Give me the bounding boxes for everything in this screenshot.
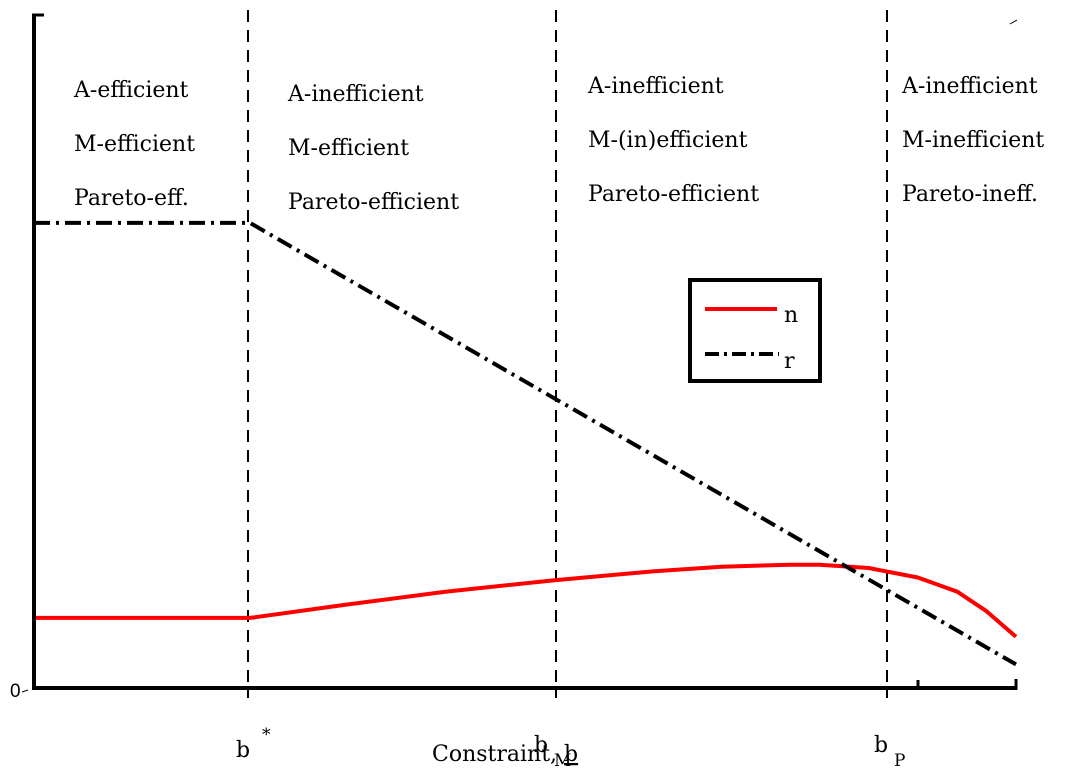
x-tick-label-1: b	[236, 738, 250, 763]
x-tick-label-2-sub: M	[554, 751, 571, 771]
series-r-line	[34, 220, 1017, 667]
region-labels: A-efficient M-efficient Pareto-eff. A-ineff…	[73, 74, 1044, 215]
x-tick-label-1-sup: *	[262, 725, 271, 745]
series-layer	[34, 220, 1018, 667]
corner-mark	[1009, 19, 1018, 25]
region-4-label-2: M-inefficient	[902, 128, 1044, 153]
region-2-label-1: A-inefficient	[287, 82, 424, 107]
region-4-label-1: A-inefficient	[901, 74, 1038, 99]
x-tick-label-3: b	[874, 733, 888, 758]
x-axis-label: Constraint, b	[432, 742, 578, 767]
region-divider-lines	[247, 10, 888, 698]
region-1-label-1: A-efficient	[73, 78, 189, 103]
region-1-label-3: Pareto-eff.	[74, 186, 189, 211]
legend: n r	[688, 278, 822, 383]
region-3-label-2: M-(in)efficient	[588, 128, 748, 153]
legend-label-r: r	[784, 349, 795, 374]
region-3-label-1: A-inefficient	[587, 74, 724, 99]
axes: 0	[10, 13, 1018, 702]
legend-label-n: n	[784, 303, 798, 328]
region-2-label-3: Pareto-efficient	[288, 190, 459, 215]
legend-box	[688, 278, 822, 383]
x-tick-label-3-sub: P	[894, 751, 905, 771]
x-tick-label-2: b	[534, 733, 548, 758]
region-4-label-3: Pareto-ineff.	[902, 182, 1038, 207]
origin-mark	[21, 689, 29, 693]
series-n-line	[34, 562, 1018, 639]
region-1-label-2: M-efficient	[74, 132, 195, 157]
region-3-label-3: Pareto-efficient	[588, 182, 759, 207]
y-origin-label: 0	[10, 681, 21, 702]
region-2-label-2: M-efficient	[288, 136, 409, 161]
